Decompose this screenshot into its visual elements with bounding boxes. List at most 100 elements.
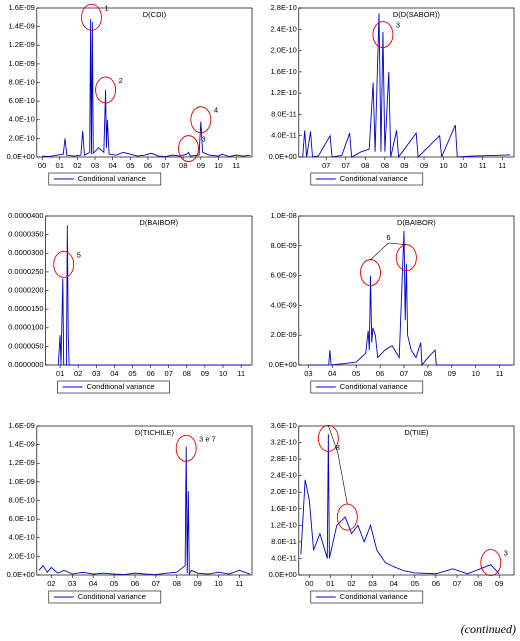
x-tick-label: 05 [352,369,360,378]
plot-frame [298,425,515,576]
x-tick-label: 10 [219,369,227,378]
y-tick-label: 4.0E-09 [271,300,297,309]
x-tick-label: 04 [89,579,97,588]
series-line [57,225,251,366]
x-tick-label: 07 [342,161,350,170]
x-tick-label: 08 [474,579,482,588]
y-tick-label: 0.0E+00 [269,152,297,161]
y-tick-label: 4.0E-11 [271,131,297,140]
annotation-label: 3 [396,21,400,30]
legend-box [310,172,424,186]
x-tick-label: 05 [411,579,419,588]
x-tick-label: 02 [73,161,81,170]
x-tick-label: 06 [144,161,152,170]
x-tick-label: 04 [110,369,118,378]
y-tick-label: 2.4E-10 [271,471,297,480]
x-tick-label: 11 [237,369,245,378]
legend-label: Conditional variance [78,174,146,183]
x-tick-label: 10 [439,161,447,170]
plot-frame [298,7,515,158]
annotation-leader [388,242,407,246]
chart-title: D(TICHILE) [135,428,175,437]
y-tick-label: 1.6E-10 [271,67,297,76]
y-tick-label: 1.2E-10 [271,88,297,97]
y-tick-label: 4.0E-11 [271,553,297,562]
x-tick-label: 01 [56,161,64,170]
x-tick-label: 05 [128,369,136,378]
y-tick-label: 0.0000350 [8,230,43,239]
y-tick-label: 6.0E-10 [9,96,35,105]
x-tick-label: 01 [326,579,334,588]
x-tick-label: 09 [400,161,408,170]
x-tick-label: 11 [498,161,506,170]
x-tick-label: 09 [495,579,503,588]
chart-title: D(D(SABOR)) [393,10,441,19]
highlight-circle [190,106,212,134]
x-tick-label: 00 [305,579,313,588]
x-tick-label: 08 [183,369,191,378]
y-tick-label: 0.0000400 [8,211,43,220]
x-tick-label: 09 [197,161,205,170]
x-tick-label: 10 [472,369,480,378]
annotation-label: 3 [201,135,205,144]
highlight-circle [175,434,197,462]
series-line [42,19,251,157]
x-tick-label: 05 [126,161,134,170]
chart-title: D(CDI) [143,10,167,19]
x-tick-label: 03 [368,579,376,588]
x-tick-label: 04 [108,161,116,170]
y-tick-label: 1.0E-08 [271,211,297,220]
x-tick-label: 08 [361,161,369,170]
annotation-label: 5 [77,250,81,259]
y-tick-label: 2.0E-10 [9,133,35,142]
x-tick-label: 07 [453,579,461,588]
x-tick-label: 09 [448,369,456,378]
x-tick-label: 11 [232,161,240,170]
x-tick-label: 07 [165,369,173,378]
x-tick-label: 11 [479,161,487,170]
y-tick-label: 1.2E-09 [9,40,35,49]
x-tick-label: 06 [146,369,154,378]
y-tick-label: 6.0E-10 [9,514,35,523]
x-tick-label: 08 [381,161,389,170]
y-tick-label: 2.0E-09 [271,330,297,339]
annotation-leader [370,242,389,260]
annotation-label: 4 [214,106,218,115]
x-tick-label: 03 [304,369,312,378]
x-tick-label: 07 [152,579,160,588]
y-tick-label: 1.6E-10 [271,504,297,513]
y-tick-label: 0.0E+00 [7,570,35,579]
x-tick-label: 03 [68,579,76,588]
x-tick-label: 04 [328,369,336,378]
x-tick-label: 08 [179,161,187,170]
highlight-circle [480,549,502,577]
highlight-circle [53,250,75,278]
y-tick-label: 1.0E-09 [9,477,35,486]
plot-frame [36,425,253,576]
y-tick-label: 0.0000000 [8,360,43,369]
x-tick-label: 00 [38,161,46,170]
plot-frame [45,215,253,366]
x-tick-label: 09 [194,579,202,588]
x-tick-label: 04 [390,579,398,588]
series-line [308,230,512,367]
y-tick-label: 1.0E-09 [9,59,35,68]
x-tick-label: 06 [432,579,440,588]
y-tick-label: 2.8E-10 [271,3,297,12]
y-tick-label: 8.0E-09 [271,241,297,250]
y-tick-label: 3.2E-10 [271,438,297,447]
y-tick-label: 8.0E-10 [9,77,35,86]
annotation-label: 1 [104,3,108,12]
x-tick-label: 06 [376,369,384,378]
legend-box [48,590,162,604]
annotation-label: 3 e 7 [199,434,216,443]
legend-label: Conditional variance [340,592,408,601]
y-tick-label: 4.0E-10 [9,115,35,124]
legend-label: Conditional variance [340,174,408,183]
y-tick-label: 0.0000300 [8,248,43,257]
legend-box [57,380,170,394]
chart-title: D(TIIE) [404,428,429,437]
y-tick-label: 4.0E-10 [9,533,35,542]
series-line [300,434,500,575]
